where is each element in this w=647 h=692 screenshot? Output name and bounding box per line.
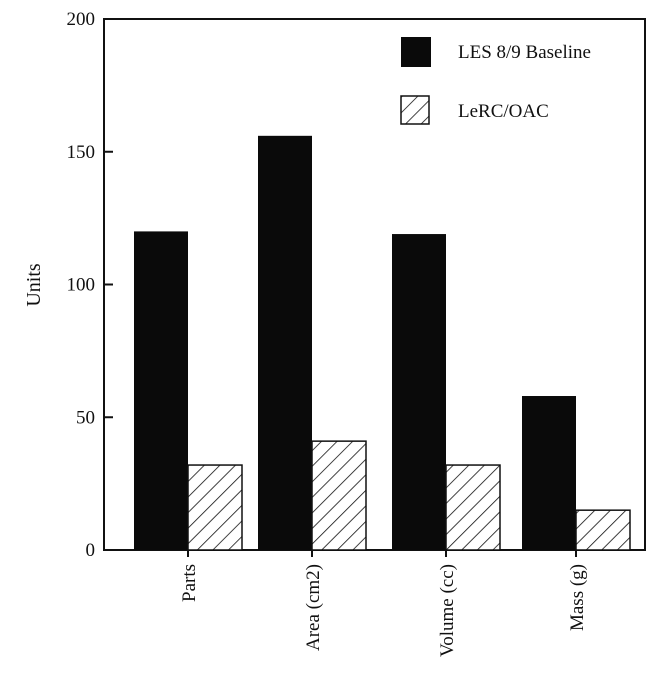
bar-lerc-oac-parts [187,464,243,551]
x-category-label: Parts [179,564,200,602]
bar-baseline-area-cm2 [258,135,312,550]
legend-swatch-lerc-oac [400,95,430,125]
y-tick-label: 50 [76,407,95,428]
y-tick-label: 200 [67,9,96,30]
legend-label-les-baseline: LES 8/9 Baseline [458,42,591,63]
bars [134,135,631,557]
bar-lerc-oac-area-cm2 [311,440,367,551]
x-category-label: Volume (cc) [437,564,458,657]
x-category-label: Mass (g) [567,564,588,631]
legend-swatch-les-baseline [401,37,431,67]
y-axis-ticks: 0 50 100 150 200 [67,9,113,561]
y-tick-label: 100 [67,275,96,296]
legend: LES 8/9 Baseline LeRC/OAC [400,37,591,125]
bar-baseline-volume-cc [392,234,446,550]
bar-baseline-parts [134,231,188,550]
x-axis-category-labels: Parts Area (cm2) Volume (cc) Mass (g) [179,564,588,657]
y-tick-label: 150 [67,142,96,163]
bar-baseline-mass-g [522,396,576,550]
legend-label-lerc-oac: LeRC/OAC [458,101,549,122]
bar-lerc-oac-mass-g [575,509,631,551]
y-axis-label: Units [23,263,45,307]
y-tick-label: 0 [86,540,96,561]
x-category-label: Area (cm2) [303,564,324,651]
bar-lerc-oac-volume-cc [445,464,501,551]
